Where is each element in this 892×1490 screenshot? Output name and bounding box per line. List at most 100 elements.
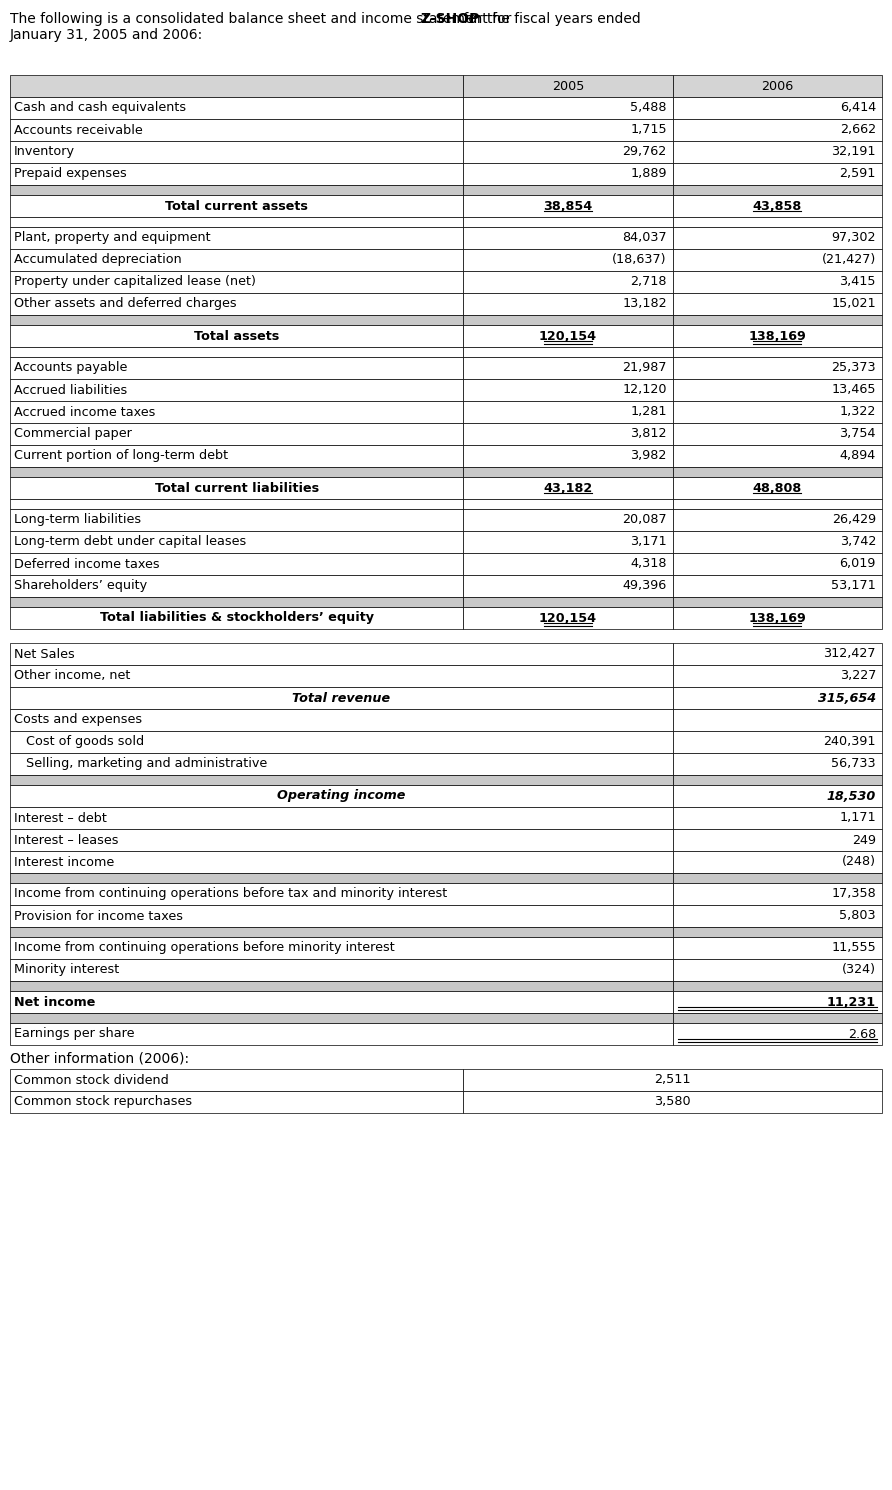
Bar [10,904,673,927]
Text: Cash and cash equivalents: Cash and cash equivalents [14,101,186,115]
Text: 1,322: 1,322 [839,405,876,419]
Bar [10,162,464,185]
Bar [464,606,673,629]
Bar [10,466,464,477]
Bar [673,904,882,927]
Bar [10,937,673,960]
Text: 4,894: 4,894 [839,450,876,462]
Text: Common stock dividend: Common stock dividend [14,1073,169,1086]
Text: 2.68: 2.68 [847,1028,876,1040]
Bar [673,644,882,665]
Text: 1,281: 1,281 [631,405,666,419]
Text: 29,762: 29,762 [623,146,666,158]
Bar [10,314,464,325]
Bar [464,530,673,553]
Bar [10,446,464,466]
Text: Total revenue: Total revenue [293,691,391,705]
Bar [464,195,673,218]
Bar [10,873,673,884]
Text: 49,396: 49,396 [623,580,666,593]
Text: Common stock repurchases: Common stock repurchases [14,1095,192,1109]
Text: 5,803: 5,803 [839,909,876,922]
Bar [10,142,464,162]
Text: 43,182: 43,182 [543,481,592,495]
Bar [464,446,673,466]
Bar [673,294,882,314]
Text: 3,415: 3,415 [839,276,876,289]
Text: 6,019: 6,019 [839,557,876,571]
Text: 2,511: 2,511 [655,1073,691,1086]
Text: Interest – leases: Interest – leases [14,833,119,846]
Bar [673,499,882,510]
Bar [464,477,673,499]
Bar [673,378,882,401]
Bar [464,74,673,97]
Text: Operating income: Operating income [277,790,406,803]
Text: Selling, marketing and administrative: Selling, marketing and administrative [14,757,268,770]
Bar [10,401,464,423]
Text: Commercial paper: Commercial paper [14,428,132,441]
Bar [673,142,882,162]
Bar [464,97,673,119]
Bar [464,249,673,271]
Bar [10,294,464,314]
Bar [673,446,882,466]
Bar [10,218,464,226]
Text: (18,637): (18,637) [612,253,666,267]
Text: Plant, property and equipment: Plant, property and equipment [14,231,211,244]
Text: 2005: 2005 [552,79,584,92]
Bar [10,325,464,347]
Text: 43,858: 43,858 [753,200,802,213]
Bar [673,980,882,991]
Bar [464,423,673,446]
Text: Current portion of long-term debt: Current portion of long-term debt [14,450,228,462]
Text: Net income: Net income [14,995,95,1009]
Bar [673,927,882,937]
Text: Accumulated depreciation: Accumulated depreciation [14,253,182,267]
Text: (248): (248) [842,855,876,869]
Bar [464,162,673,185]
Text: January 31, 2005 and 2006:: January 31, 2005 and 2006: [10,28,203,42]
Bar [10,808,673,828]
Bar [10,1024,673,1044]
Text: 15,021: 15,021 [831,298,876,310]
Text: 3,982: 3,982 [631,450,666,462]
Text: 12,120: 12,120 [623,383,666,396]
Text: 13,182: 13,182 [622,298,666,310]
Bar [10,575,464,597]
Text: 3,580: 3,580 [655,1095,691,1109]
Bar [10,378,464,401]
Bar [464,1091,882,1113]
Bar [673,775,882,785]
Text: 1,715: 1,715 [630,124,666,137]
Text: Income from continuing operations before minority interest: Income from continuing operations before… [14,942,395,955]
Bar [464,1068,882,1091]
Bar [10,1068,464,1091]
Bar [673,785,882,808]
Text: 2,662: 2,662 [840,124,876,137]
Bar [10,74,464,97]
Text: Prepaid expenses: Prepaid expenses [14,167,127,180]
Bar [10,606,464,629]
Bar [10,991,673,1013]
Text: Long-term liabilities: Long-term liabilities [14,514,141,526]
Bar [10,510,464,530]
Bar [10,249,464,271]
Text: (21,427): (21,427) [822,253,876,267]
Text: 20,087: 20,087 [622,514,666,526]
Text: 3,742: 3,742 [839,535,876,548]
Text: 2006: 2006 [761,79,794,92]
Text: 25,373: 25,373 [831,362,876,374]
Bar [673,851,882,873]
Bar [673,185,882,195]
Bar [673,991,882,1013]
Text: Net Sales: Net Sales [14,648,75,660]
Bar [673,401,882,423]
Bar [673,1013,882,1024]
Text: 3,812: 3,812 [631,428,666,441]
Bar [673,530,882,553]
Text: 11,555: 11,555 [831,942,876,955]
Bar [10,732,673,752]
Text: Other information (2006):: Other information (2006): [10,1050,189,1065]
Bar [10,597,464,606]
